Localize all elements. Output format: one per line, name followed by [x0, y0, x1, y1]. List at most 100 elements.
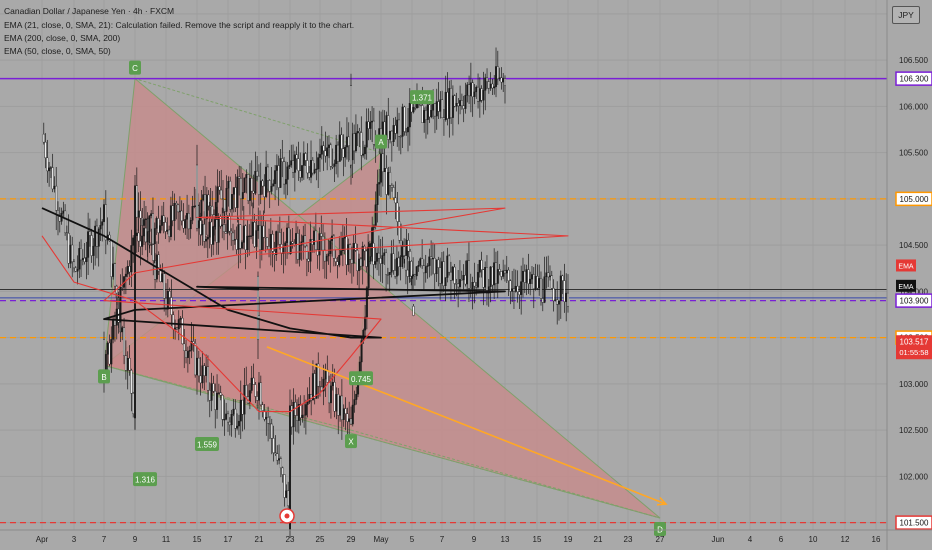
candle-body	[234, 408, 237, 429]
candle-body	[381, 255, 384, 264]
candle-body	[254, 384, 257, 397]
candle-body	[500, 271, 503, 277]
candle-body	[222, 198, 225, 200]
candle-body	[460, 100, 463, 107]
candle-body	[44, 141, 47, 159]
candle-body	[440, 261, 443, 284]
candle-body	[386, 274, 389, 276]
candle-body	[206, 237, 209, 240]
candle-body	[491, 83, 494, 89]
candle-body	[543, 276, 546, 303]
candle-body	[139, 240, 142, 247]
price-axis-tick: 106.000	[899, 102, 928, 111]
candle-body	[245, 174, 248, 179]
candle-body	[171, 205, 174, 221]
candle-body	[354, 243, 357, 251]
price-axis-tick: 102.000	[899, 472, 928, 481]
candle-body	[412, 274, 415, 277]
candle-body	[360, 132, 363, 156]
candle-body	[356, 131, 359, 134]
candle-body	[355, 393, 358, 400]
candle-body	[500, 77, 503, 83]
price-axis-tick: 106.500	[899, 56, 928, 65]
candle-body	[286, 227, 289, 243]
candle-body	[396, 202, 399, 222]
time-axis-tick: 11	[162, 535, 171, 544]
candle-body	[279, 458, 282, 469]
indicator-ema50-legend[interactable]: EMA (50, close, 0, SMA, 50)	[4, 46, 111, 56]
candle-body	[451, 266, 454, 281]
candle-body	[304, 235, 307, 247]
candle-body	[523, 271, 526, 283]
candle-body	[390, 253, 393, 273]
candle-body	[174, 327, 177, 330]
candle-body	[287, 227, 290, 254]
candle-body	[178, 210, 181, 213]
candle-body	[561, 275, 564, 281]
candle-body	[199, 220, 202, 235]
indicator-ema200-legend[interactable]: EMA (200, close, 0, SMA, 200)	[4, 33, 121, 43]
candle-body	[444, 277, 447, 286]
candle-body	[223, 224, 226, 232]
candle-body	[159, 270, 162, 282]
candle-body	[304, 404, 307, 416]
candle-body	[412, 107, 415, 113]
candle-body	[144, 227, 147, 243]
ratio-label-box	[349, 371, 373, 386]
pattern-point-box	[654, 521, 666, 536]
candle-body	[319, 154, 322, 158]
candle-body	[239, 224, 242, 249]
candle-body	[329, 144, 332, 167]
candle-body	[466, 84, 469, 96]
candle-body	[413, 274, 416, 277]
candle-body	[350, 85, 353, 166]
candle-body	[90, 235, 93, 256]
candle-body	[230, 230, 233, 234]
candle-body	[212, 383, 215, 392]
candle-body	[557, 300, 560, 305]
ratio-label: 0.745	[351, 375, 372, 384]
currency-button[interactable]: JPY	[892, 6, 920, 24]
price-axis-tick: 102.500	[899, 426, 928, 435]
candle-body	[217, 216, 220, 243]
candle-body	[210, 221, 213, 245]
candle-body	[325, 255, 328, 262]
candle-body	[423, 110, 426, 123]
candle-body	[396, 119, 399, 134]
candle-body	[203, 365, 206, 376]
candle-body	[311, 160, 314, 174]
candle-body	[141, 235, 144, 247]
candle-body	[390, 185, 393, 188]
symbol-title[interactable]: Canadian Dollar / Japanese Yen · 4h · FX…	[4, 6, 175, 16]
candle-body	[320, 145, 323, 155]
time-axis-tick: 21	[255, 535, 264, 544]
candle-body	[354, 132, 357, 152]
time-axis-tick: 15	[193, 535, 202, 544]
candle-body	[401, 246, 404, 257]
time-axis-tick: 21	[594, 535, 603, 544]
candle-body	[71, 244, 74, 263]
candle-body	[347, 136, 350, 146]
candle-body	[337, 394, 340, 416]
candle-body	[283, 474, 286, 498]
candle-body	[133, 235, 136, 239]
candle-body	[342, 148, 345, 158]
candle-body	[478, 88, 481, 102]
time-axis-tick: 13	[501, 535, 510, 544]
candle-body	[371, 120, 374, 123]
candle-body	[248, 390, 251, 404]
indicator-ema21-legend[interactable]: EMA (21, close, 0, SMA, 21): Calculation…	[4, 20, 355, 30]
time-axis-tick: 16	[872, 535, 881, 544]
candle-body	[316, 249, 319, 256]
candle-body	[419, 104, 422, 106]
pattern-point-C: C	[132, 64, 138, 73]
candle-body	[317, 157, 320, 170]
candle-body	[361, 246, 364, 267]
candle-body	[268, 423, 271, 425]
candle-body	[467, 260, 470, 289]
candle-body	[232, 187, 235, 195]
candle-body	[275, 231, 278, 255]
candle-body	[406, 269, 409, 277]
candle-body	[151, 213, 154, 245]
